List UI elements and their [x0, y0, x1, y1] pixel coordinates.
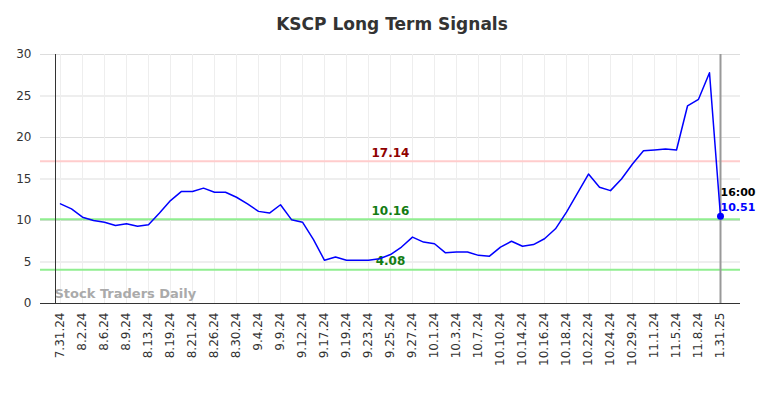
svg-text:9.17.24: 9.17.24: [317, 313, 331, 359]
svg-text:8.9.24: 8.9.24: [119, 313, 133, 351]
svg-text:10.24.24: 10.24.24: [603, 313, 617, 366]
svg-text:16:00: 16:00: [721, 186, 756, 199]
svg-text:10.1.24: 10.1.24: [427, 313, 441, 359]
svg-text:20: 20: [16, 130, 31, 144]
svg-text:8.21.24: 8.21.24: [185, 313, 199, 359]
svg-text:11.1.24: 11.1.24: [647, 313, 661, 359]
svg-text:8.19.24: 8.19.24: [163, 313, 177, 359]
svg-text:10.10.24: 10.10.24: [493, 313, 507, 366]
svg-text:8.2.24: 8.2.24: [75, 313, 89, 351]
svg-text:10: 10: [16, 213, 31, 227]
svg-text:9.23.24: 9.23.24: [361, 313, 375, 359]
svg-text:25: 25: [16, 89, 31, 103]
svg-text:10.51: 10.51: [721, 201, 756, 214]
svg-text:0: 0: [24, 296, 32, 310]
html-text:KSCP Long Term Signals: KSCP Long Term Signals: [276, 14, 508, 34]
svg-text:1.31.25: 1.31.25: [713, 313, 727, 359]
svg-text:8.30.24: 8.30.24: [229, 313, 243, 359]
svg-text:10.16: 10.16: [372, 204, 410, 218]
svg-text:10.14.24: 10.14.24: [515, 313, 529, 366]
svg-text:10.7.24: 10.7.24: [471, 313, 485, 359]
svg-text:9.27.24: 9.27.24: [405, 313, 419, 359]
svg-text:10.29.24: 10.29.24: [625, 313, 639, 366]
svg-text:10.22.24: 10.22.24: [581, 313, 595, 366]
svg-text:8.13.24: 8.13.24: [141, 313, 155, 359]
svg-text:9.9.24: 9.9.24: [273, 313, 287, 351]
svg-text:4.08: 4.08: [376, 254, 406, 268]
svg-text:17.14: 17.14: [372, 146, 410, 160]
svg-text:9.12.24: 9.12.24: [295, 313, 309, 359]
svg-text:Stock Traders Daily: Stock Traders Daily: [55, 286, 197, 301]
svg-text:15: 15: [16, 172, 31, 186]
svg-text:7.31.24: 7.31.24: [53, 313, 67, 359]
svg-text:9.25.24: 9.25.24: [383, 313, 397, 359]
svg-text:9.4.24: 9.4.24: [251, 313, 265, 351]
svg-text:9.19.24: 9.19.24: [339, 313, 353, 359]
svg-text:10.18.24: 10.18.24: [559, 313, 573, 366]
svg-text:10.3.24: 10.3.24: [449, 313, 463, 359]
svg-text:11.5.24: 11.5.24: [669, 313, 683, 359]
svg-text:30: 30: [16, 47, 31, 61]
svg-text:11.8.24: 11.8.24: [691, 313, 705, 359]
svg-text:8.26.24: 8.26.24: [207, 313, 221, 359]
svg-text:5: 5: [24, 255, 32, 269]
svg-text:10.16.24: 10.16.24: [537, 313, 551, 366]
svg-text:8.6.24: 8.6.24: [97, 313, 111, 351]
